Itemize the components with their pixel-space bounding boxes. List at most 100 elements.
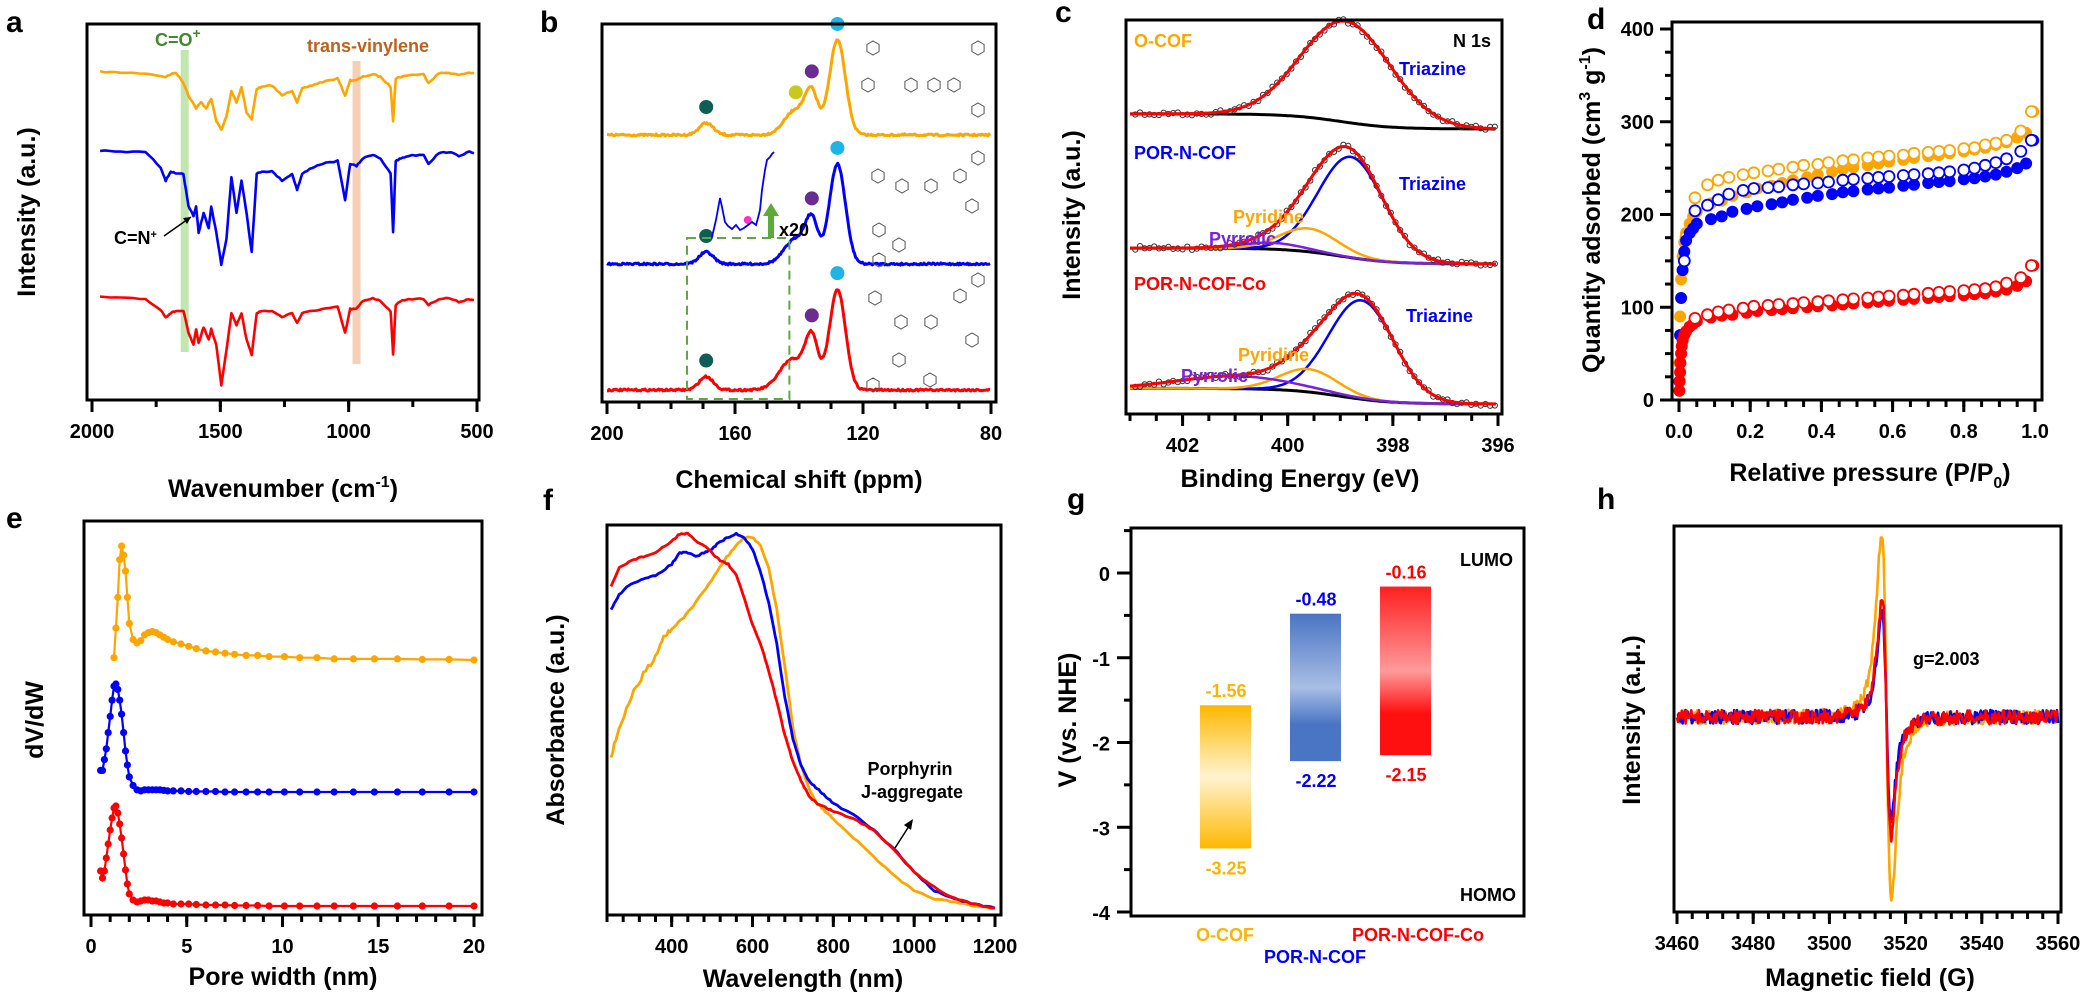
data-point bbox=[313, 654, 321, 662]
desorption-point bbox=[1896, 169, 1910, 182]
data-point bbox=[349, 655, 357, 663]
data-point bbox=[470, 656, 478, 664]
data-point bbox=[192, 900, 200, 909]
adsorption-point bbox=[2000, 165, 2013, 178]
data-point bbox=[370, 655, 378, 663]
peak-marker bbox=[743, 216, 752, 224]
data-point bbox=[106, 826, 114, 834]
data-point bbox=[177, 640, 185, 648]
desorption-point bbox=[1688, 311, 1702, 325]
desorption-point bbox=[1861, 291, 1875, 305]
adsorption-point bbox=[1989, 168, 2002, 181]
desorption-point bbox=[1688, 191, 1702, 205]
adsorption-point bbox=[1740, 202, 1753, 215]
data-point bbox=[185, 900, 193, 908]
desorption-point bbox=[2025, 105, 2038, 118]
data-point bbox=[177, 787, 185, 795]
molecule-ring-icon bbox=[868, 290, 882, 306]
data-point bbox=[296, 902, 304, 910]
adsorption-point bbox=[1765, 198, 1778, 211]
data-point bbox=[211, 787, 220, 796]
peak-marker bbox=[804, 191, 819, 206]
data-point bbox=[211, 648, 220, 656]
desorption-point bbox=[1921, 167, 1935, 181]
x-tick-label: 0.2 bbox=[1736, 421, 1764, 443]
data-point bbox=[118, 834, 126, 842]
data-point bbox=[102, 854, 110, 862]
peak-marker bbox=[788, 85, 803, 100]
data-point bbox=[254, 651, 262, 660]
series-line-por-n-cof-co bbox=[606, 288, 991, 393]
x-tick-label: 1000 bbox=[892, 936, 937, 958]
data-point bbox=[123, 593, 131, 601]
y-tick-label: -2 bbox=[1092, 734, 1110, 756]
data-point bbox=[192, 645, 200, 653]
data-point bbox=[123, 880, 131, 888]
molecule-ring-icon bbox=[866, 377, 880, 393]
x-axis-title-h: Magnetic field (G) bbox=[1765, 964, 1975, 992]
desorption-point bbox=[1701, 178, 1714, 192]
molecule-ring-icon bbox=[872, 222, 886, 238]
peak-marker bbox=[699, 353, 714, 368]
adsorption-point bbox=[1715, 210, 1728, 223]
desorption-point bbox=[1968, 283, 1981, 297]
x-tick-label: 200 bbox=[590, 423, 623, 445]
annotation-c-n-plus: C=N+ bbox=[114, 228, 157, 248]
series-line-por-n-cof-co bbox=[99, 295, 475, 387]
peak-marker bbox=[804, 64, 819, 79]
annotation-c-o-plus: C=O+ bbox=[155, 25, 201, 50]
annotation-n-1s: N 1s bbox=[1453, 31, 1491, 51]
adsorption-point bbox=[1872, 182, 1885, 195]
data-point bbox=[265, 653, 273, 661]
homo-value-label: -2.22 bbox=[1295, 771, 1336, 791]
desorption-point bbox=[1797, 158, 1810, 172]
data-point bbox=[296, 654, 304, 662]
y-tick-label: 400 bbox=[1621, 19, 1654, 41]
adsorption-point bbox=[1690, 217, 1703, 230]
desorption-point bbox=[1978, 282, 1992, 296]
annotation-x20: x20 bbox=[779, 220, 809, 240]
panel-h-epr: h 3460 3480 3500 3520 3540 3560 g=2.003 Magne… bbox=[1597, 483, 2080, 992]
desorption-point bbox=[1761, 181, 1775, 195]
x-axis-title-f: Wavelength (nm) bbox=[703, 965, 903, 993]
molecule-ring-icon bbox=[904, 77, 918, 93]
highlight-band-c-o bbox=[180, 50, 189, 352]
data-point bbox=[445, 788, 453, 796]
data-point bbox=[106, 712, 114, 721]
panel-a-ftir: a 2000 1500 1000 500 C=O+ trans-vinylene C=… bbox=[6, 6, 494, 503]
band-bar-por-n-cof-co bbox=[1380, 586, 1431, 756]
desorption-point bbox=[1921, 286, 1935, 300]
data-point bbox=[120, 551, 128, 559]
x-tick-label: 400 bbox=[1271, 435, 1304, 457]
y-axis-title-d: Quantity adsorbed (cm3 g-1) bbox=[1577, 47, 1606, 373]
data-point bbox=[330, 788, 338, 796]
desorption-point bbox=[1989, 280, 2003, 294]
highlight-band-vinylene bbox=[352, 61, 361, 364]
molecule-ring-icon bbox=[971, 272, 985, 288]
panel-c-xps: c 402 400 398 396 O-COF Triazine POR-N-COF Tri… bbox=[1055, 0, 1515, 493]
data-point bbox=[121, 866, 130, 874]
x-tick-label: 3540 bbox=[1960, 933, 2005, 955]
data-point bbox=[104, 840, 112, 848]
y-axis-title-a: Intensity (a.u.) bbox=[13, 127, 41, 296]
desorption-point bbox=[1978, 158, 1992, 172]
desorption-point bbox=[1861, 151, 1875, 165]
data-point bbox=[121, 747, 130, 755]
panel-label-a: a bbox=[6, 6, 23, 39]
molecule-ring-icon bbox=[872, 252, 886, 268]
desorption-point bbox=[1711, 305, 1725, 319]
series-line-o-cof bbox=[112, 545, 475, 662]
desorption-point bbox=[2000, 133, 2013, 147]
plot-frame-a bbox=[85, 22, 481, 402]
sample-label: O-COF bbox=[1134, 31, 1192, 51]
desorption-point bbox=[1722, 187, 1736, 201]
adsorption-point bbox=[1776, 196, 1789, 209]
data-point bbox=[370, 788, 378, 796]
component-label-triazine: Triazine bbox=[1399, 174, 1466, 194]
data-point bbox=[296, 788, 304, 796]
desorption-point bbox=[1747, 166, 1761, 180]
component-label-pyrrolic: Pyrrolic bbox=[1181, 366, 1248, 386]
adsorption-point bbox=[1847, 185, 1860, 198]
component-label-triazine: Triazine bbox=[1406, 306, 1473, 326]
x-tick-label: 0.0 bbox=[1665, 421, 1693, 443]
